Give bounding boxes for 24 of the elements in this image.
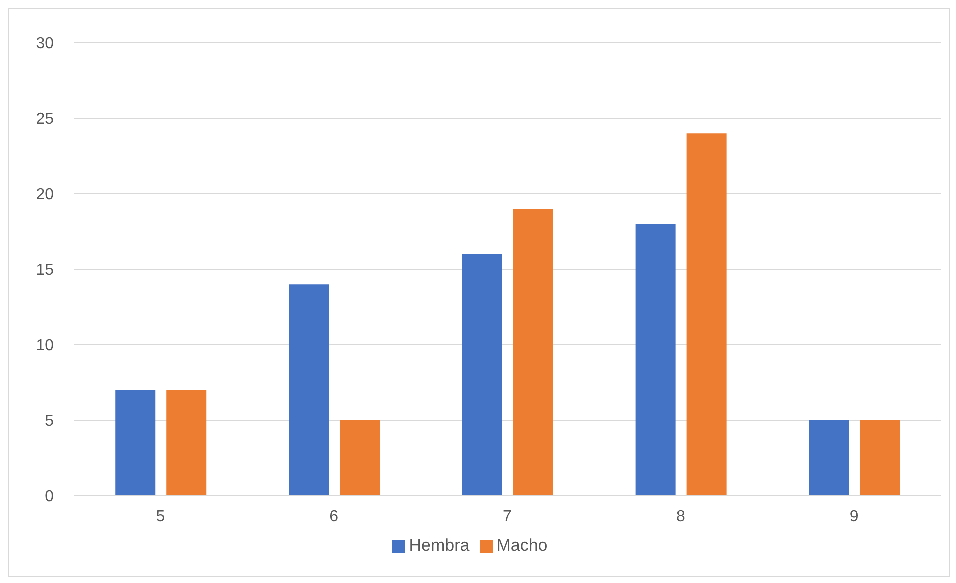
- y-tick-label: 25: [36, 111, 54, 128]
- bar: [809, 420, 850, 496]
- y-tick-label: 5: [45, 413, 54, 430]
- bar: [860, 420, 900, 496]
- x-tick-label: 6: [330, 508, 339, 526]
- bar: [686, 134, 727, 496]
- y-tick-label: 10: [36, 338, 54, 355]
- y-tick-label: 15: [36, 262, 54, 280]
- bar: [289, 284, 330, 496]
- bar: [462, 254, 502, 496]
- bar: [513, 209, 554, 496]
- y-tick-label: 0: [45, 488, 54, 506]
- x-tick-label: 7: [503, 508, 512, 526]
- y-tick-label: 20: [36, 186, 54, 204]
- x-tick-label: 5: [156, 508, 166, 526]
- x-tick-label: 8: [676, 508, 686, 526]
- legend-label: Macho: [496, 536, 548, 555]
- legend-label: Hembra: [409, 536, 470, 555]
- bar: [116, 390, 156, 496]
- bar: [636, 224, 676, 496]
- x-tick-label: 9: [850, 508, 859, 526]
- y-tick-label: 30: [36, 36, 54, 53]
- bar: [166, 390, 207, 496]
- bar: [340, 420, 380, 496]
